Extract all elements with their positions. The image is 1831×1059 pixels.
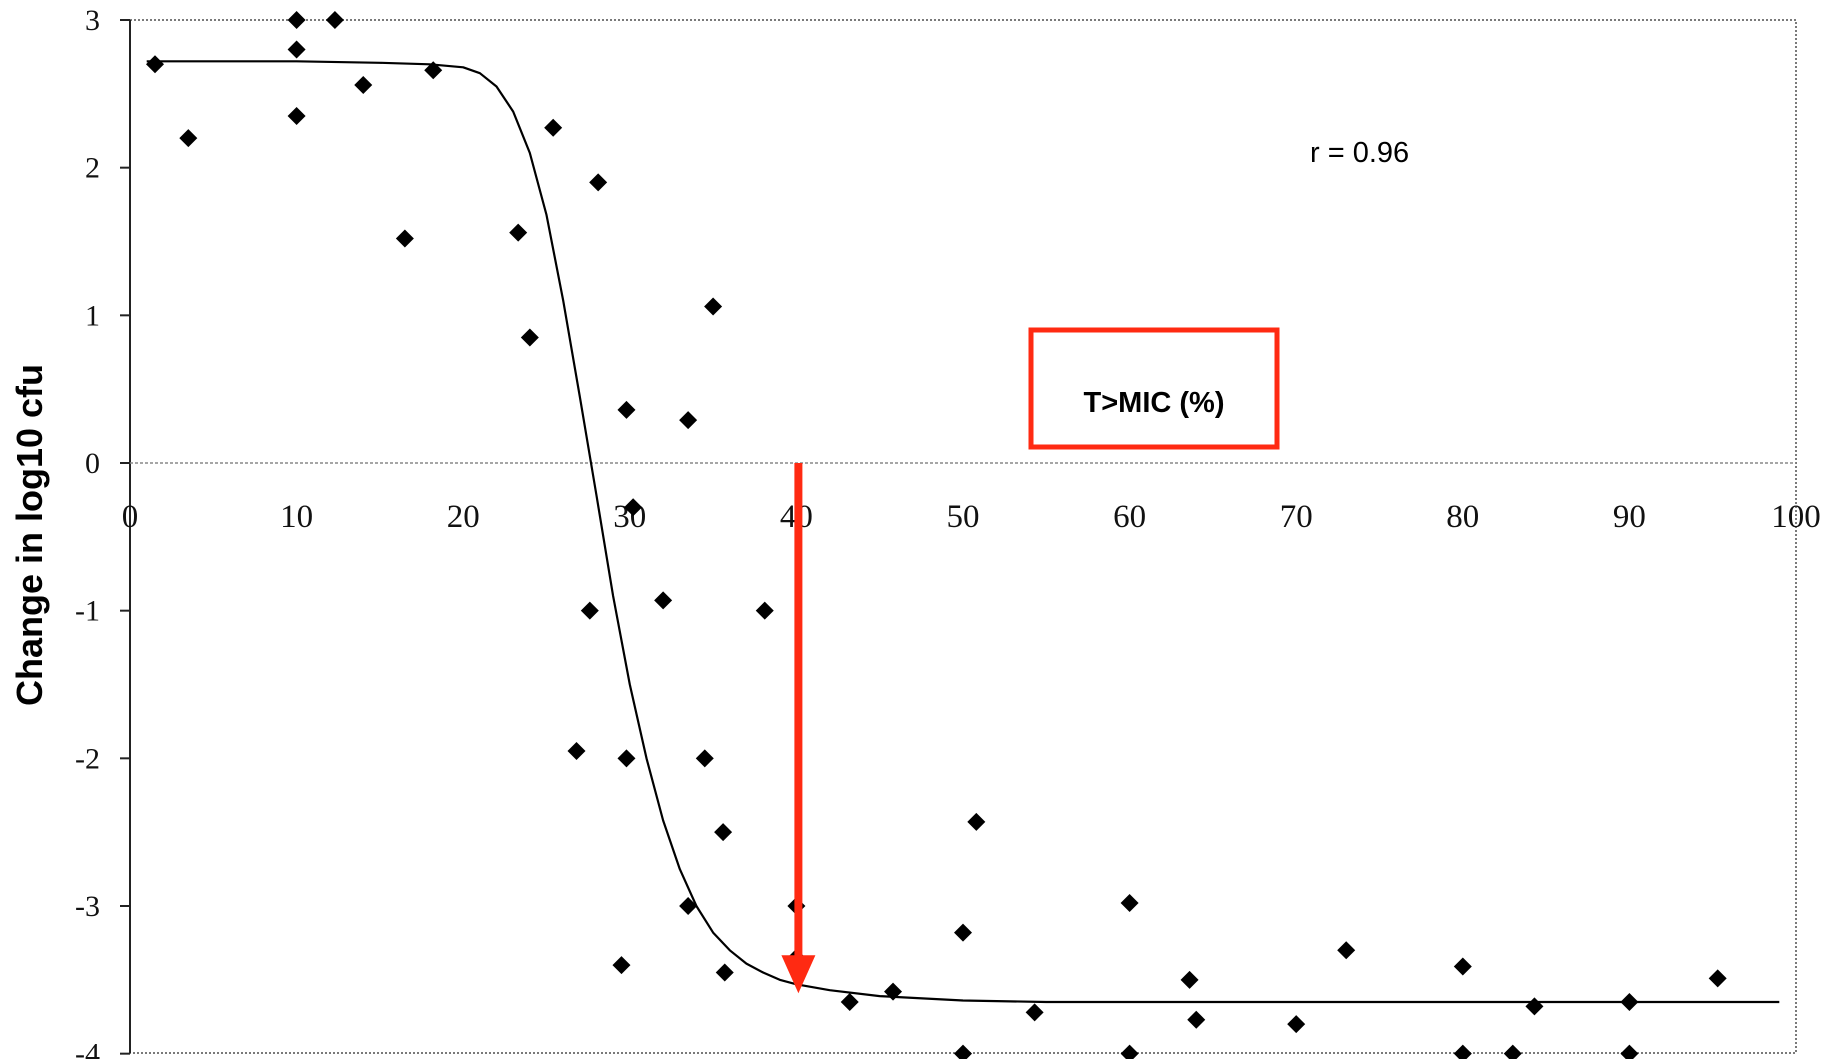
x-tick-label: 60 <box>1113 499 1146 535</box>
data-point <box>679 411 698 430</box>
data-point <box>520 328 539 347</box>
y-tick-label: -1 <box>75 595 100 628</box>
data-point <box>612 956 631 975</box>
data-point <box>395 229 414 248</box>
data-point <box>715 963 734 982</box>
data-point <box>755 601 774 620</box>
x-axis-label: T>MIC (%) <box>1084 387 1225 419</box>
data-point <box>954 1044 972 1059</box>
data-point <box>704 297 723 316</box>
x-tick-label: 50 <box>947 499 980 535</box>
y-tick-label: -2 <box>75 742 100 775</box>
highlight-arrow-head <box>781 955 816 994</box>
fit-curve <box>146 60 1780 1004</box>
data-point <box>617 400 636 419</box>
y-tick-label: -3 <box>75 890 100 923</box>
data-point <box>1025 1003 1044 1022</box>
data-point <box>840 992 859 1011</box>
data-point <box>1337 941 1356 960</box>
data-point <box>580 601 599 620</box>
y-tick-label: 2 <box>85 152 100 185</box>
data-point <box>1453 957 1472 976</box>
data-point <box>617 749 636 768</box>
plot-frame <box>129 19 1797 1054</box>
data-point <box>714 823 733 842</box>
y-tick-label: 1 <box>85 299 100 332</box>
data-point <box>954 923 972 942</box>
data-point <box>884 982 903 1001</box>
data-point <box>695 749 714 768</box>
data-point <box>424 61 443 80</box>
data-point <box>567 741 586 760</box>
data-point <box>1120 894 1139 913</box>
y-tick-label: -4 <box>75 1038 100 1059</box>
data-point <box>145 55 164 74</box>
data-point <box>1187 1010 1206 1029</box>
data-point <box>179 129 198 148</box>
data-point <box>509 223 528 242</box>
data-point <box>544 118 563 137</box>
data-point <box>325 11 344 29</box>
data-point <box>1525 997 1544 1016</box>
data-point <box>1180 970 1199 989</box>
correlation-annotation: r = 0.96 <box>1310 137 1409 169</box>
y-axis-label: Change in log10 cfu <box>9 364 50 706</box>
x-tick-label: 100 <box>1771 499 1821 535</box>
data-point <box>287 40 306 59</box>
data-point <box>1620 992 1639 1011</box>
x-axis-label-box <box>1028 327 1280 450</box>
data-point <box>1453 1044 1472 1059</box>
x-tick-label: 70 <box>1280 499 1313 535</box>
data-point <box>1120 1044 1139 1059</box>
y-tick-label: 3 <box>85 4 100 37</box>
y-tick-label: 0 <box>85 447 100 480</box>
data-point <box>967 812 986 831</box>
x-tick-label: 20 <box>447 499 480 535</box>
data-point <box>679 897 698 915</box>
data-point <box>1620 1044 1639 1059</box>
data-point <box>287 11 306 29</box>
x-tick-label: 80 <box>1446 499 1479 535</box>
x-tick-label: 10 <box>280 499 313 535</box>
data-point <box>1503 1044 1522 1059</box>
data-point <box>287 106 306 125</box>
data-point <box>354 75 373 94</box>
data-point <box>1287 1015 1306 1034</box>
data-point <box>624 498 643 517</box>
data-point <box>589 173 608 192</box>
data-point <box>654 591 673 610</box>
data-point <box>1708 969 1727 988</box>
x-tick-label: 90 <box>1613 499 1646 535</box>
x-tick-label: 0 <box>122 499 139 535</box>
